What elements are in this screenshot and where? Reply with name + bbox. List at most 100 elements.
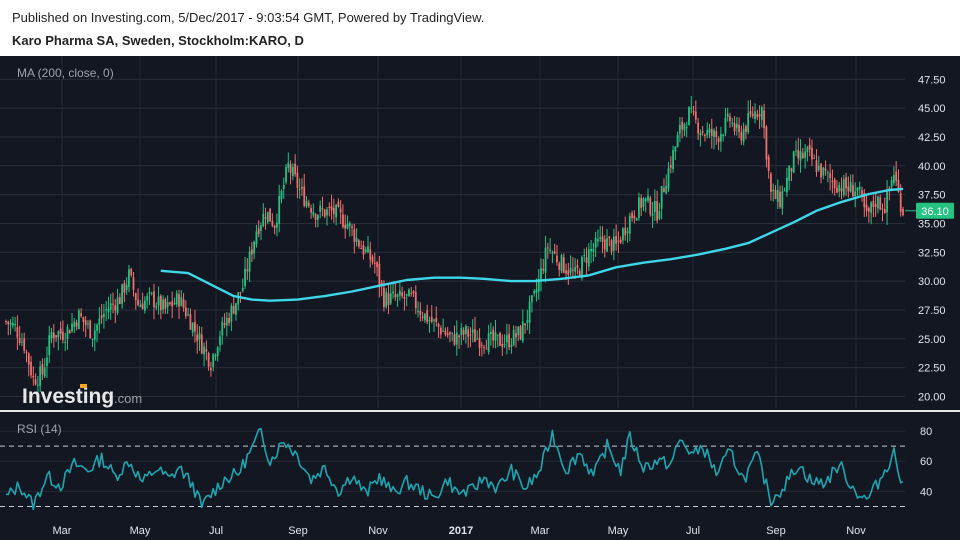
price-tick-label: 30.00 xyxy=(918,276,946,288)
candle-body xyxy=(32,376,35,378)
candle-body xyxy=(139,304,142,307)
candle-body xyxy=(772,189,775,192)
candle-body xyxy=(897,179,900,192)
candle-body xyxy=(408,289,410,297)
candle-body xyxy=(719,133,722,142)
candle-body xyxy=(155,306,158,309)
candle-body xyxy=(774,190,777,199)
candle-body xyxy=(840,188,843,192)
candle-body xyxy=(715,131,718,138)
candle-body xyxy=(50,332,53,339)
rsi-line xyxy=(5,427,904,511)
candle-body xyxy=(628,215,631,234)
candle-body xyxy=(175,293,178,305)
candle-body xyxy=(369,249,372,260)
candle-body xyxy=(615,236,618,244)
candle-body xyxy=(590,248,592,252)
candle-body xyxy=(449,332,451,335)
candle-body xyxy=(892,174,895,184)
candle-body xyxy=(471,329,474,333)
candle-body xyxy=(499,332,501,346)
candle-body xyxy=(351,226,353,229)
price-tick-label: 27.50 xyxy=(918,305,946,317)
candle-body xyxy=(685,127,688,129)
candle-body xyxy=(528,301,531,323)
candle-body xyxy=(153,291,155,308)
candle-body xyxy=(674,146,677,152)
price-tick-label: 45.00 xyxy=(918,103,946,115)
candle-body xyxy=(747,113,750,133)
candle-body xyxy=(134,293,137,301)
candle-body xyxy=(7,321,10,324)
candle-body xyxy=(260,225,262,231)
candle-body xyxy=(478,338,481,348)
candle-body xyxy=(278,195,281,224)
candle-body xyxy=(182,299,185,308)
candle-body xyxy=(262,213,265,227)
candle-body xyxy=(239,292,242,294)
candle-body xyxy=(321,208,324,210)
candle-body xyxy=(394,294,397,298)
candle-body xyxy=(640,197,643,208)
candle-body xyxy=(617,240,620,242)
candle-body xyxy=(619,239,622,243)
candle-body xyxy=(815,160,818,173)
last-price-badge: 36.10 xyxy=(905,202,954,219)
ma-indicator-label[interactable]: MA (200, close, 0) xyxy=(17,66,114,80)
candle-body xyxy=(758,114,761,117)
candle-body xyxy=(622,228,624,241)
candle-body xyxy=(194,321,196,332)
candle-body xyxy=(792,151,795,173)
candle-body xyxy=(464,326,467,335)
candle-body xyxy=(82,316,85,322)
candle-body xyxy=(492,329,495,341)
candle-body xyxy=(244,268,246,287)
candle-body xyxy=(75,322,78,327)
candle-body xyxy=(433,319,435,321)
candle-body xyxy=(73,321,76,327)
candle-body xyxy=(692,111,695,113)
candle-body xyxy=(872,200,875,208)
rsi-indicator-label[interactable]: RSI (14) xyxy=(17,422,62,436)
candle-body xyxy=(849,181,852,192)
candle-body xyxy=(237,292,240,305)
candle-body xyxy=(576,265,579,268)
candle-body xyxy=(107,309,110,313)
candle-body xyxy=(146,296,149,301)
candle-body xyxy=(867,207,870,212)
rsi-tick-label: 60 xyxy=(920,456,932,468)
candle-body xyxy=(264,217,267,219)
candle-body xyxy=(763,110,766,129)
candle-body xyxy=(225,317,228,326)
candle-body xyxy=(273,225,276,229)
candle-body xyxy=(462,329,465,335)
candle-body xyxy=(822,167,825,176)
candle-body xyxy=(690,107,693,109)
candle-body xyxy=(505,335,508,343)
candle-body xyxy=(597,239,599,242)
candle-body xyxy=(888,187,891,189)
candle-body xyxy=(130,268,133,276)
candle-body xyxy=(55,335,57,338)
candle-body xyxy=(367,246,369,253)
candle-body xyxy=(287,162,290,169)
candle-body xyxy=(348,223,351,227)
candle-body xyxy=(722,134,725,137)
candle-body xyxy=(344,224,347,229)
candle-body xyxy=(36,384,39,386)
candle-body xyxy=(776,189,779,203)
candle-body xyxy=(91,338,94,340)
candle-body xyxy=(157,296,160,306)
candle-body xyxy=(235,303,237,315)
candle-body xyxy=(817,165,820,171)
candle-body xyxy=(765,126,768,160)
candle-body xyxy=(801,153,804,159)
candle-body xyxy=(642,198,645,207)
candle-body xyxy=(681,121,684,130)
chart-area[interactable]: 47.50 45.00 42.50 40.00 37.50 35.00 32.50 30.00… xyxy=(0,56,960,540)
price-tick-label: 37.50 xyxy=(918,190,946,202)
time-tick-label: Sep xyxy=(288,525,308,537)
candle-body xyxy=(410,292,413,294)
time-axis: Mar May Jul Sep Nov 2017 Mar May Jul Sep Nov xyxy=(53,525,867,537)
candle-body xyxy=(84,320,87,326)
